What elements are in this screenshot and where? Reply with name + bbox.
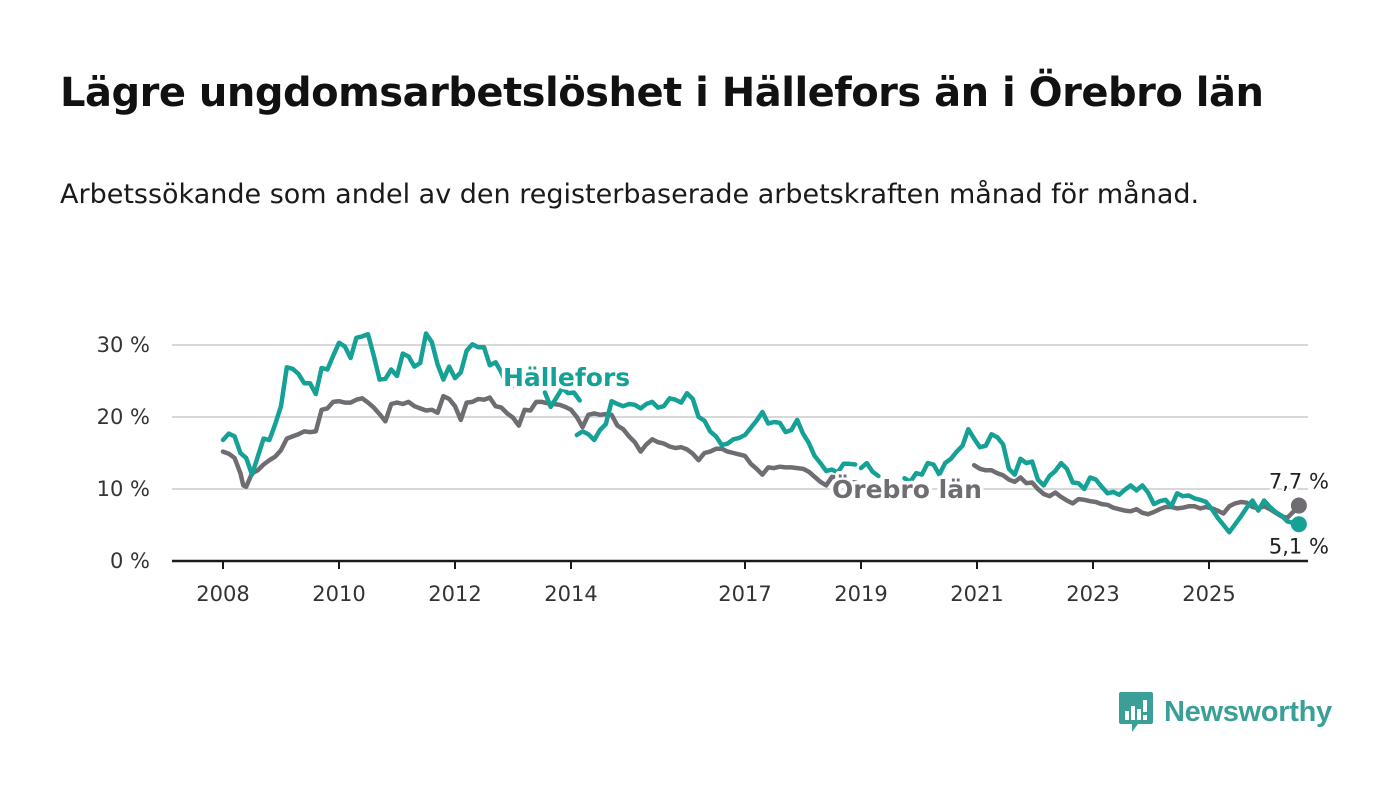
line-chart: 30 % 20 % 10 % 0 % 2008 2010 2012 2014 2017 2019… [96,331,1332,606]
end-value-label: 7,7 % [1269,470,1329,494]
series-label: Hällefors [503,363,630,392]
x-tick-label: 2021 [950,582,1003,606]
series-line [902,426,1302,535]
series-line [574,390,858,475]
series-label: Örebro län [832,474,982,504]
x-tick-label: 2012 [428,582,481,606]
x-tick-label: 2025 [1182,582,1235,606]
series-line [220,393,880,501]
y-tick-label: 30 % [97,333,150,357]
series-line [971,462,1302,521]
y-tick-label: 10 % [97,477,150,501]
x-tick-label: 2023 [1066,582,1119,606]
y-tick-label: 20 % [97,405,150,429]
x-tick-label: 2008 [196,582,249,606]
end-point-marker [1290,497,1307,514]
chart-subtitle: Arbetssökande som andel av den registerb… [60,179,1200,210]
x-tick-label: 2019 [834,582,887,606]
end-point-marker [1290,516,1307,533]
chart-title: Lägre ungdomsarbetslöshet i Hällefors än… [60,70,1264,116]
brand-name: Newsworthy [1164,695,1332,728]
series-line [858,460,881,479]
grid-lines [172,344,1308,563]
newsworthy-logo: Newsworthy [1118,690,1332,734]
y-axis: 30 % 20 % 10 % 0 % [97,333,150,573]
x-tick-label: 2014 [544,582,597,606]
y-tick-label: 0 % [110,549,150,573]
series-lines [220,331,1302,535]
series-line [220,331,527,477]
series-line [542,385,582,410]
series-labels: Hällefors 5,1 % Örebro län 7,7 % [500,360,1332,561]
end-value-label: 5,1 % [1269,534,1329,558]
x-tick-label: 2017 [718,582,771,606]
newsworthy-logo-icon [1119,692,1153,732]
x-axis: 2008 2010 2012 2014 2017 2019 2021 2023 2025 [196,561,1236,606]
x-tick-label: 2010 [312,582,365,606]
